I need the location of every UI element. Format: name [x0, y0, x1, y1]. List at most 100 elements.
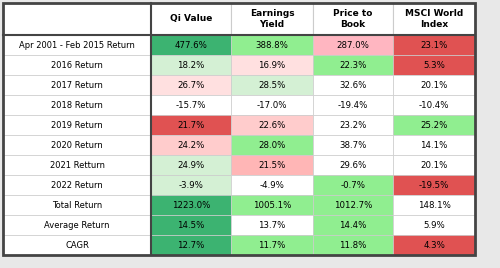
Text: 2020 Return: 2020 Return: [51, 140, 103, 150]
Bar: [313, 195, 393, 215]
Text: 25.2%: 25.2%: [420, 121, 448, 129]
Bar: [313, 235, 393, 255]
Bar: [3, 195, 151, 215]
Bar: [231, 35, 313, 55]
Text: 1012.7%: 1012.7%: [334, 200, 372, 210]
Bar: [231, 55, 313, 75]
Bar: [3, 35, 151, 55]
Text: 28.5%: 28.5%: [258, 80, 285, 90]
Text: 26.7%: 26.7%: [178, 80, 204, 90]
Bar: [3, 55, 151, 75]
Bar: [151, 95, 231, 115]
Text: 2017 Return: 2017 Return: [51, 80, 103, 90]
Text: 5.3%: 5.3%: [423, 61, 445, 69]
Bar: [3, 215, 151, 235]
Text: 1223.0%: 1223.0%: [172, 200, 210, 210]
Bar: [151, 115, 231, 135]
Bar: [151, 75, 231, 95]
Bar: [3, 155, 151, 175]
Text: 388.8%: 388.8%: [256, 40, 288, 50]
Bar: [3, 95, 151, 115]
Text: 2022 Return: 2022 Return: [51, 181, 103, 189]
Bar: [393, 115, 475, 135]
Text: 13.7%: 13.7%: [258, 221, 285, 229]
Text: 32.6%: 32.6%: [340, 80, 366, 90]
Bar: [151, 195, 231, 215]
Bar: [151, 135, 231, 155]
Bar: [231, 195, 313, 215]
Bar: [151, 55, 231, 75]
Bar: [313, 175, 393, 195]
Bar: [3, 115, 151, 135]
Bar: [151, 215, 231, 235]
Bar: [393, 155, 475, 175]
Text: Apr 2001 - Feb 2015 Return: Apr 2001 - Feb 2015 Return: [19, 40, 135, 50]
Text: 23.2%: 23.2%: [340, 121, 366, 129]
Text: 14.5%: 14.5%: [178, 221, 204, 229]
Bar: [393, 135, 475, 155]
Text: 148.1%: 148.1%: [418, 200, 450, 210]
Text: MSCI World
Index: MSCI World Index: [405, 9, 463, 29]
Bar: [151, 35, 231, 55]
Text: 477.6%: 477.6%: [174, 40, 208, 50]
Text: 11.7%: 11.7%: [258, 240, 285, 250]
Bar: [393, 195, 475, 215]
Bar: [3, 135, 151, 155]
Bar: [231, 75, 313, 95]
Bar: [393, 175, 475, 195]
Text: 29.6%: 29.6%: [340, 161, 366, 169]
Text: 12.7%: 12.7%: [178, 240, 204, 250]
Text: 22.3%: 22.3%: [340, 61, 366, 69]
Text: Earnings
Yield: Earnings Yield: [250, 9, 294, 29]
Bar: [3, 235, 151, 255]
Text: 38.7%: 38.7%: [340, 140, 366, 150]
Text: Average Return: Average Return: [44, 221, 110, 229]
Text: -15.7%: -15.7%: [176, 100, 206, 110]
Text: 24.2%: 24.2%: [178, 140, 204, 150]
Text: 2016 Return: 2016 Return: [51, 61, 103, 69]
Bar: [313, 115, 393, 135]
Text: 2018 Return: 2018 Return: [51, 100, 103, 110]
Bar: [231, 155, 313, 175]
Bar: [231, 115, 313, 135]
Text: 22.6%: 22.6%: [258, 121, 285, 129]
Bar: [393, 75, 475, 95]
Bar: [313, 95, 393, 115]
Bar: [231, 95, 313, 115]
Text: -19.5%: -19.5%: [419, 181, 449, 189]
Bar: [3, 3, 151, 35]
Bar: [231, 215, 313, 235]
Text: 287.0%: 287.0%: [336, 40, 370, 50]
Text: Qi Value: Qi Value: [170, 14, 212, 24]
Bar: [3, 75, 151, 95]
Text: Total Return: Total Return: [52, 200, 102, 210]
Text: 16.9%: 16.9%: [258, 61, 285, 69]
Text: 28.0%: 28.0%: [258, 140, 285, 150]
Bar: [231, 135, 313, 155]
Text: -4.9%: -4.9%: [260, 181, 284, 189]
Text: 14.4%: 14.4%: [340, 221, 366, 229]
Text: -0.7%: -0.7%: [340, 181, 365, 189]
Text: -17.0%: -17.0%: [257, 100, 287, 110]
Text: 21.7%: 21.7%: [178, 121, 204, 129]
Bar: [313, 75, 393, 95]
Text: 11.8%: 11.8%: [340, 240, 366, 250]
Bar: [393, 3, 475, 35]
Bar: [393, 35, 475, 55]
Bar: [313, 35, 393, 55]
Bar: [313, 135, 393, 155]
Bar: [151, 235, 231, 255]
Text: Price to
Book: Price to Book: [334, 9, 372, 29]
Text: 20.1%: 20.1%: [420, 161, 448, 169]
Bar: [393, 235, 475, 255]
Text: -3.9%: -3.9%: [178, 181, 204, 189]
Bar: [313, 155, 393, 175]
Text: 1005.1%: 1005.1%: [253, 200, 291, 210]
Text: CAGR: CAGR: [65, 240, 89, 250]
Bar: [3, 175, 151, 195]
Bar: [151, 3, 231, 35]
Text: 2019 Return: 2019 Return: [51, 121, 103, 129]
Text: 23.1%: 23.1%: [420, 40, 448, 50]
Text: 5.9%: 5.9%: [423, 221, 445, 229]
Text: 20.1%: 20.1%: [420, 80, 448, 90]
